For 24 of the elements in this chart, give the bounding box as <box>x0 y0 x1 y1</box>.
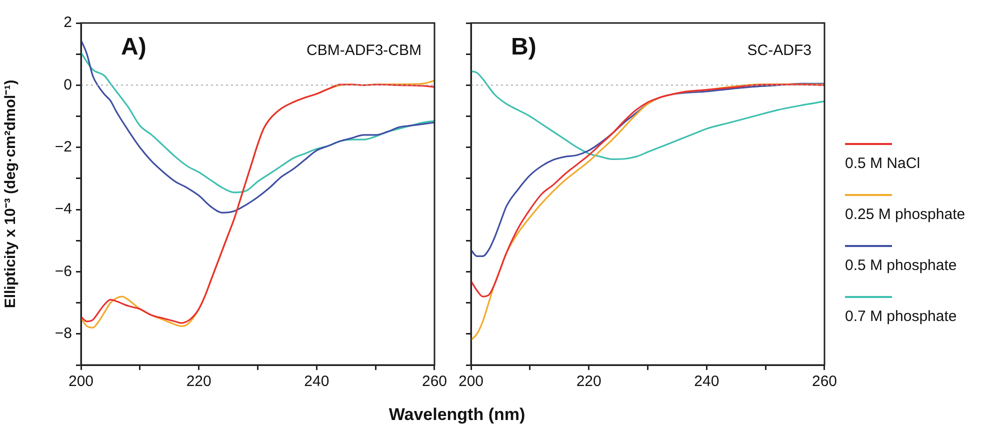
y-tick-label: 2 <box>64 14 72 32</box>
y-axis-title: Ellipticity x 10⁻³ (deg·cm²dmol⁻¹) <box>2 80 20 308</box>
y-tick-label: −6 <box>54 262 72 280</box>
legend-label: 0.7 M phosphate <box>845 308 958 325</box>
y-tick-label: −2 <box>54 138 72 156</box>
y-tick-label: −8 <box>54 325 72 342</box>
y-tick-label: 0 <box>64 76 72 94</box>
annotation: B) <box>511 34 536 61</box>
x-axis-title: Wavelength (nm) <box>388 405 526 425</box>
legend-label: 0.5 M NaCl <box>845 155 922 172</box>
x-tick-label: 220 <box>576 373 602 390</box>
annotation: SC-ADF3 <box>747 42 812 60</box>
annotation: A) <box>121 34 146 61</box>
y-tick-label: −4 <box>54 200 72 218</box>
legend-label: 0.25 M phosphate <box>845 206 966 223</box>
x-tick-label: 220 <box>186 373 212 390</box>
annotation: CBM-ADF3-CBM <box>306 42 422 60</box>
x-tick-label: 240 <box>304 373 330 390</box>
legend-label: 0.5 M phosphate <box>845 257 958 274</box>
x-tick-label: 240 <box>694 373 720 390</box>
x-tick-label: 260 <box>812 373 837 390</box>
x-tick-label: 200 <box>458 373 484 390</box>
x-tick-label: 200 <box>68 373 94 390</box>
x-tick-label: 260 <box>422 373 447 390</box>
